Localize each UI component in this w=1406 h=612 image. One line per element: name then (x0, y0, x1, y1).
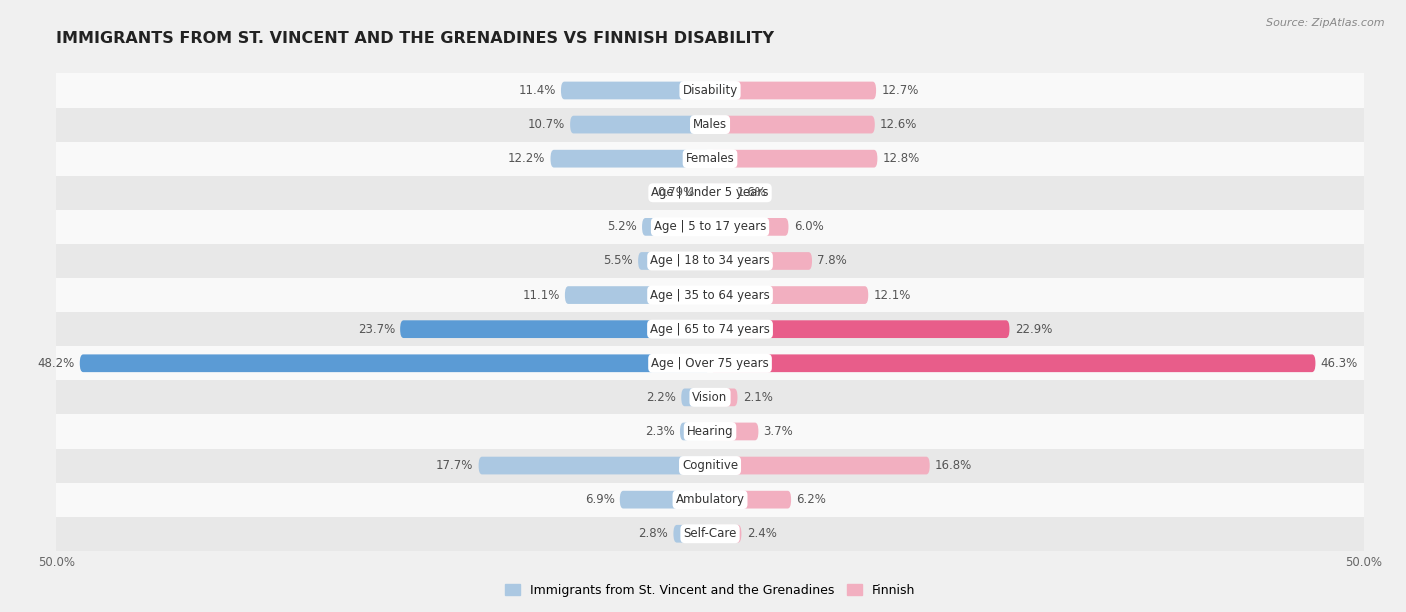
Text: 12.7%: 12.7% (882, 84, 918, 97)
Text: 1.6%: 1.6% (737, 186, 766, 200)
FancyBboxPatch shape (710, 320, 1010, 338)
Text: Self-Care: Self-Care (683, 528, 737, 540)
FancyBboxPatch shape (56, 73, 1364, 108)
Text: 7.8%: 7.8% (817, 255, 846, 267)
Text: 6.9%: 6.9% (585, 493, 614, 506)
FancyBboxPatch shape (478, 457, 710, 474)
Text: Age | Under 5 years: Age | Under 5 years (651, 186, 769, 200)
FancyBboxPatch shape (565, 286, 710, 304)
FancyBboxPatch shape (56, 517, 1364, 551)
FancyBboxPatch shape (700, 184, 710, 201)
FancyBboxPatch shape (710, 218, 789, 236)
Text: 10.7%: 10.7% (527, 118, 565, 131)
Text: 3.7%: 3.7% (763, 425, 793, 438)
FancyBboxPatch shape (551, 150, 710, 168)
Text: 2.3%: 2.3% (645, 425, 675, 438)
FancyBboxPatch shape (710, 457, 929, 474)
Legend: Immigrants from St. Vincent and the Grenadines, Finnish: Immigrants from St. Vincent and the Gren… (501, 579, 920, 602)
Text: 16.8%: 16.8% (935, 459, 972, 472)
Text: Females: Females (686, 152, 734, 165)
Text: 2.4%: 2.4% (747, 528, 776, 540)
FancyBboxPatch shape (56, 108, 1364, 141)
FancyBboxPatch shape (56, 141, 1364, 176)
FancyBboxPatch shape (710, 423, 758, 440)
Text: 11.1%: 11.1% (522, 289, 560, 302)
FancyBboxPatch shape (401, 320, 710, 338)
FancyBboxPatch shape (710, 252, 813, 270)
Text: Vision: Vision (692, 391, 728, 404)
Text: Disability: Disability (682, 84, 738, 97)
FancyBboxPatch shape (620, 491, 710, 509)
FancyBboxPatch shape (569, 116, 710, 133)
Text: Ambulatory: Ambulatory (675, 493, 745, 506)
Text: 12.6%: 12.6% (880, 118, 917, 131)
FancyBboxPatch shape (710, 525, 741, 543)
FancyBboxPatch shape (56, 278, 1364, 312)
FancyBboxPatch shape (710, 150, 877, 168)
Text: Age | 35 to 64 years: Age | 35 to 64 years (650, 289, 770, 302)
Text: Males: Males (693, 118, 727, 131)
FancyBboxPatch shape (710, 116, 875, 133)
FancyBboxPatch shape (56, 210, 1364, 244)
FancyBboxPatch shape (80, 354, 710, 372)
Text: Cognitive: Cognitive (682, 459, 738, 472)
FancyBboxPatch shape (710, 286, 869, 304)
Text: 6.0%: 6.0% (794, 220, 824, 233)
FancyBboxPatch shape (561, 81, 710, 99)
FancyBboxPatch shape (56, 414, 1364, 449)
Text: Age | 5 to 17 years: Age | 5 to 17 years (654, 220, 766, 233)
Text: Age | Over 75 years: Age | Over 75 years (651, 357, 769, 370)
FancyBboxPatch shape (56, 176, 1364, 210)
FancyBboxPatch shape (710, 491, 792, 509)
Text: 2.1%: 2.1% (742, 391, 772, 404)
FancyBboxPatch shape (710, 81, 876, 99)
FancyBboxPatch shape (682, 389, 710, 406)
FancyBboxPatch shape (56, 312, 1364, 346)
FancyBboxPatch shape (56, 380, 1364, 414)
FancyBboxPatch shape (681, 423, 710, 440)
Text: Source: ZipAtlas.com: Source: ZipAtlas.com (1267, 18, 1385, 28)
Text: 12.2%: 12.2% (508, 152, 546, 165)
Text: 2.8%: 2.8% (638, 528, 668, 540)
Text: 12.1%: 12.1% (873, 289, 911, 302)
FancyBboxPatch shape (56, 449, 1364, 483)
FancyBboxPatch shape (638, 252, 710, 270)
FancyBboxPatch shape (710, 184, 731, 201)
Text: 5.5%: 5.5% (603, 255, 633, 267)
Text: 6.2%: 6.2% (796, 493, 827, 506)
FancyBboxPatch shape (643, 218, 710, 236)
Text: Age | 65 to 74 years: Age | 65 to 74 years (650, 323, 770, 335)
Text: Age | 18 to 34 years: Age | 18 to 34 years (650, 255, 770, 267)
Text: 5.2%: 5.2% (607, 220, 637, 233)
FancyBboxPatch shape (673, 525, 710, 543)
Text: 0.79%: 0.79% (657, 186, 695, 200)
Text: 17.7%: 17.7% (436, 459, 474, 472)
FancyBboxPatch shape (56, 346, 1364, 380)
FancyBboxPatch shape (710, 389, 738, 406)
Text: 46.3%: 46.3% (1320, 357, 1358, 370)
FancyBboxPatch shape (56, 244, 1364, 278)
FancyBboxPatch shape (710, 354, 1316, 372)
Text: 2.2%: 2.2% (647, 391, 676, 404)
Text: 48.2%: 48.2% (38, 357, 75, 370)
Text: 11.4%: 11.4% (519, 84, 555, 97)
Text: 12.8%: 12.8% (883, 152, 920, 165)
FancyBboxPatch shape (56, 483, 1364, 517)
Text: IMMIGRANTS FROM ST. VINCENT AND THE GRENADINES VS FINNISH DISABILITY: IMMIGRANTS FROM ST. VINCENT AND THE GREN… (56, 31, 775, 46)
Text: 23.7%: 23.7% (357, 323, 395, 335)
Text: 22.9%: 22.9% (1015, 323, 1052, 335)
Text: Hearing: Hearing (686, 425, 734, 438)
